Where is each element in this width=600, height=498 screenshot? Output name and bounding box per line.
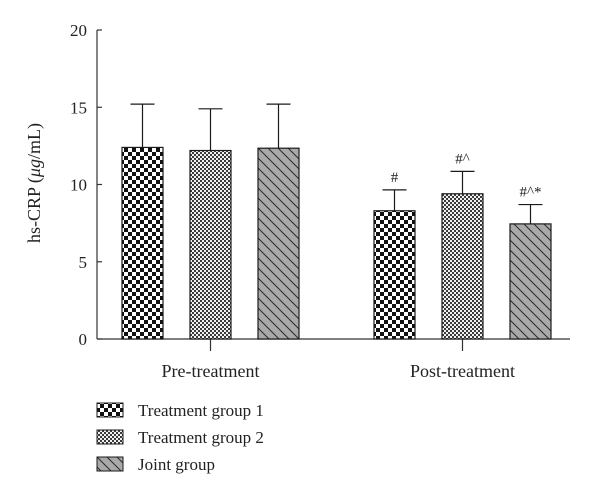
legend-label: Joint group [138,455,215,474]
significance-label: #^ [455,151,470,167]
y-tick-label: 10 [70,176,87,195]
axes: 0 5 10 15 20 Pre-treatment Post-treatment [70,21,570,381]
y-tick-label: 5 [79,253,88,272]
legend-swatch [96,429,124,445]
significance-label: #^* [519,185,541,201]
legend-label: Treatment group 1 [138,401,264,420]
bar [121,146,164,340]
bar [189,149,232,340]
y-axis-label: hs-CRP (μg/mL) [24,123,45,243]
bars-group: # #^ #^* [121,103,552,340]
bar [373,210,416,340]
bar [441,193,484,340]
bar [257,147,300,340]
x-tick-label: Pre-treatment [162,361,260,381]
legend-label: Treatment group 2 [138,428,264,447]
legend-swatch [96,402,124,418]
x-tick-label: Post-treatment [410,361,515,381]
bar [509,223,552,340]
y-tick-label: 0 [79,330,88,349]
y-tick-label: 15 [70,98,87,117]
y-tick-label: 20 [70,21,87,40]
legend-swatch [96,456,124,472]
legend: Treatment group 1 Treatment group 2 Joint … [96,401,264,474]
significance-label: # [391,170,399,186]
